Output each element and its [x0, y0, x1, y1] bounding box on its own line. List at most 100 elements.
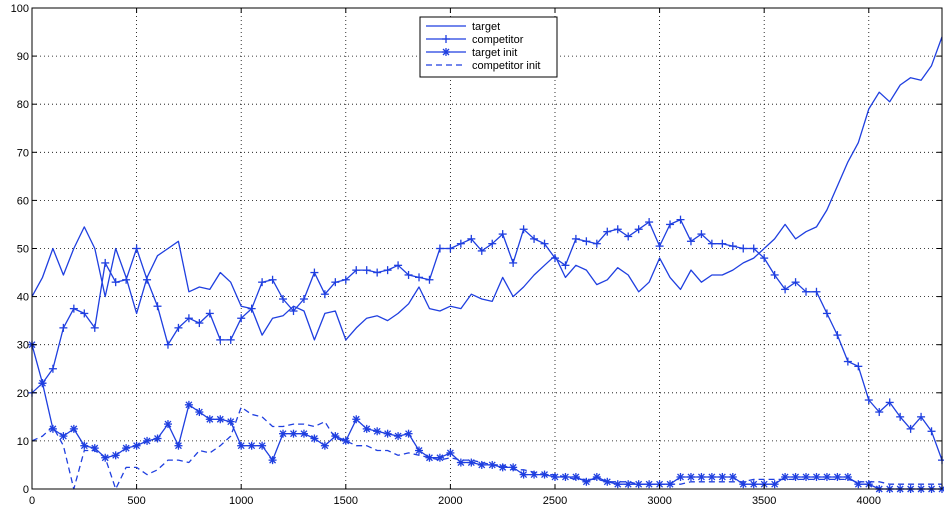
- data-point: [195, 408, 204, 417]
- data-point: [519, 225, 528, 234]
- legend-box: [419, 16, 558, 78]
- data-point: [571, 472, 580, 481]
- data-point: [132, 244, 141, 253]
- data-point: [163, 340, 172, 349]
- data-point: [289, 307, 298, 316]
- data-point: [69, 424, 78, 433]
- data-point: [289, 429, 298, 438]
- data-point: [624, 480, 633, 489]
- data-point: [341, 275, 350, 284]
- data-point: [498, 230, 507, 239]
- series-layer: [28, 36, 944, 493]
- data-point: [320, 290, 329, 299]
- data-point: [435, 453, 444, 462]
- data-point: [885, 398, 894, 407]
- data-point: [446, 448, 455, 457]
- series-line: [31, 344, 942, 490]
- data-point: [310, 268, 319, 277]
- data-point: [477, 460, 486, 469]
- y-tick-label: 40: [17, 292, 29, 304]
- data-point: [258, 441, 267, 450]
- data-point: [833, 331, 842, 340]
- data-point: [686, 472, 695, 481]
- series-line: [31, 36, 943, 341]
- y-tick-label: 30: [17, 340, 29, 352]
- data-point: [362, 424, 371, 433]
- legend-marker: [442, 35, 450, 43]
- data-point: [550, 254, 559, 263]
- data-point: [279, 429, 288, 438]
- data-point: [707, 239, 716, 248]
- data-point: [320, 441, 329, 450]
- data-point: [258, 278, 267, 287]
- data-point: [48, 364, 57, 373]
- data-point: [728, 242, 737, 251]
- data-point: [791, 278, 800, 287]
- series-competitor: [28, 215, 944, 465]
- data-point: [247, 441, 256, 450]
- data-point: [843, 357, 852, 366]
- x-tick-label: 4000: [857, 495, 881, 507]
- series-line: [31, 218, 943, 461]
- data-point: [519, 470, 528, 479]
- data-point: [195, 319, 204, 328]
- data-point: [237, 314, 246, 323]
- data-point: [205, 415, 214, 424]
- data-point: [697, 230, 706, 239]
- data-point: [666, 220, 675, 229]
- data-point: [582, 237, 591, 246]
- y-tick-label: 0: [23, 484, 29, 496]
- data-point: [802, 287, 811, 296]
- data-point: [205, 309, 214, 318]
- data-point: [299, 295, 308, 304]
- data-point: [394, 432, 403, 441]
- data-point: [268, 456, 277, 465]
- data-point: [226, 335, 235, 344]
- data-point: [394, 261, 403, 270]
- data-point: [843, 472, 852, 481]
- data-point: [122, 275, 131, 284]
- x-tick-label: 1000: [229, 495, 253, 507]
- data-point: [603, 227, 612, 236]
- data-point: [383, 266, 392, 275]
- data-point: [456, 239, 465, 248]
- data-point: [718, 239, 727, 248]
- series-target: [31, 36, 943, 341]
- data-point: [676, 215, 685, 224]
- data-point: [247, 304, 256, 313]
- data-point: [341, 436, 350, 445]
- data-point: [718, 472, 727, 481]
- x-tick-label: 3500: [752, 495, 776, 507]
- legend-entry: competitor init: [426, 60, 540, 72]
- data-point: [111, 278, 120, 287]
- data-point: [917, 412, 926, 421]
- legend-entry: target: [426, 21, 500, 33]
- data-point: [624, 232, 633, 241]
- data-point: [59, 323, 68, 332]
- data-point: [477, 246, 486, 255]
- data-point: [383, 429, 392, 438]
- data-point: [415, 446, 424, 455]
- data-point: [613, 225, 622, 234]
- data-point: [676, 472, 685, 481]
- data-point: [686, 237, 695, 246]
- y-tick-label: 70: [17, 147, 29, 159]
- data-point: [226, 417, 235, 426]
- data-point: [488, 239, 497, 248]
- data-point: [299, 429, 308, 438]
- data-point: [854, 362, 863, 371]
- data-point: [132, 441, 141, 450]
- data-point: [122, 444, 131, 453]
- data-point: [467, 458, 476, 467]
- y-tick-label: 100: [11, 3, 29, 15]
- y-tick-label: 80: [17, 99, 29, 111]
- data-point: [655, 242, 664, 251]
- data-point: [101, 258, 110, 267]
- data-point: [435, 244, 444, 253]
- y-tick-label: 90: [17, 51, 29, 63]
- x-tick-label: 2500: [543, 495, 567, 507]
- data-point: [80, 441, 89, 450]
- data-point: [749, 480, 758, 489]
